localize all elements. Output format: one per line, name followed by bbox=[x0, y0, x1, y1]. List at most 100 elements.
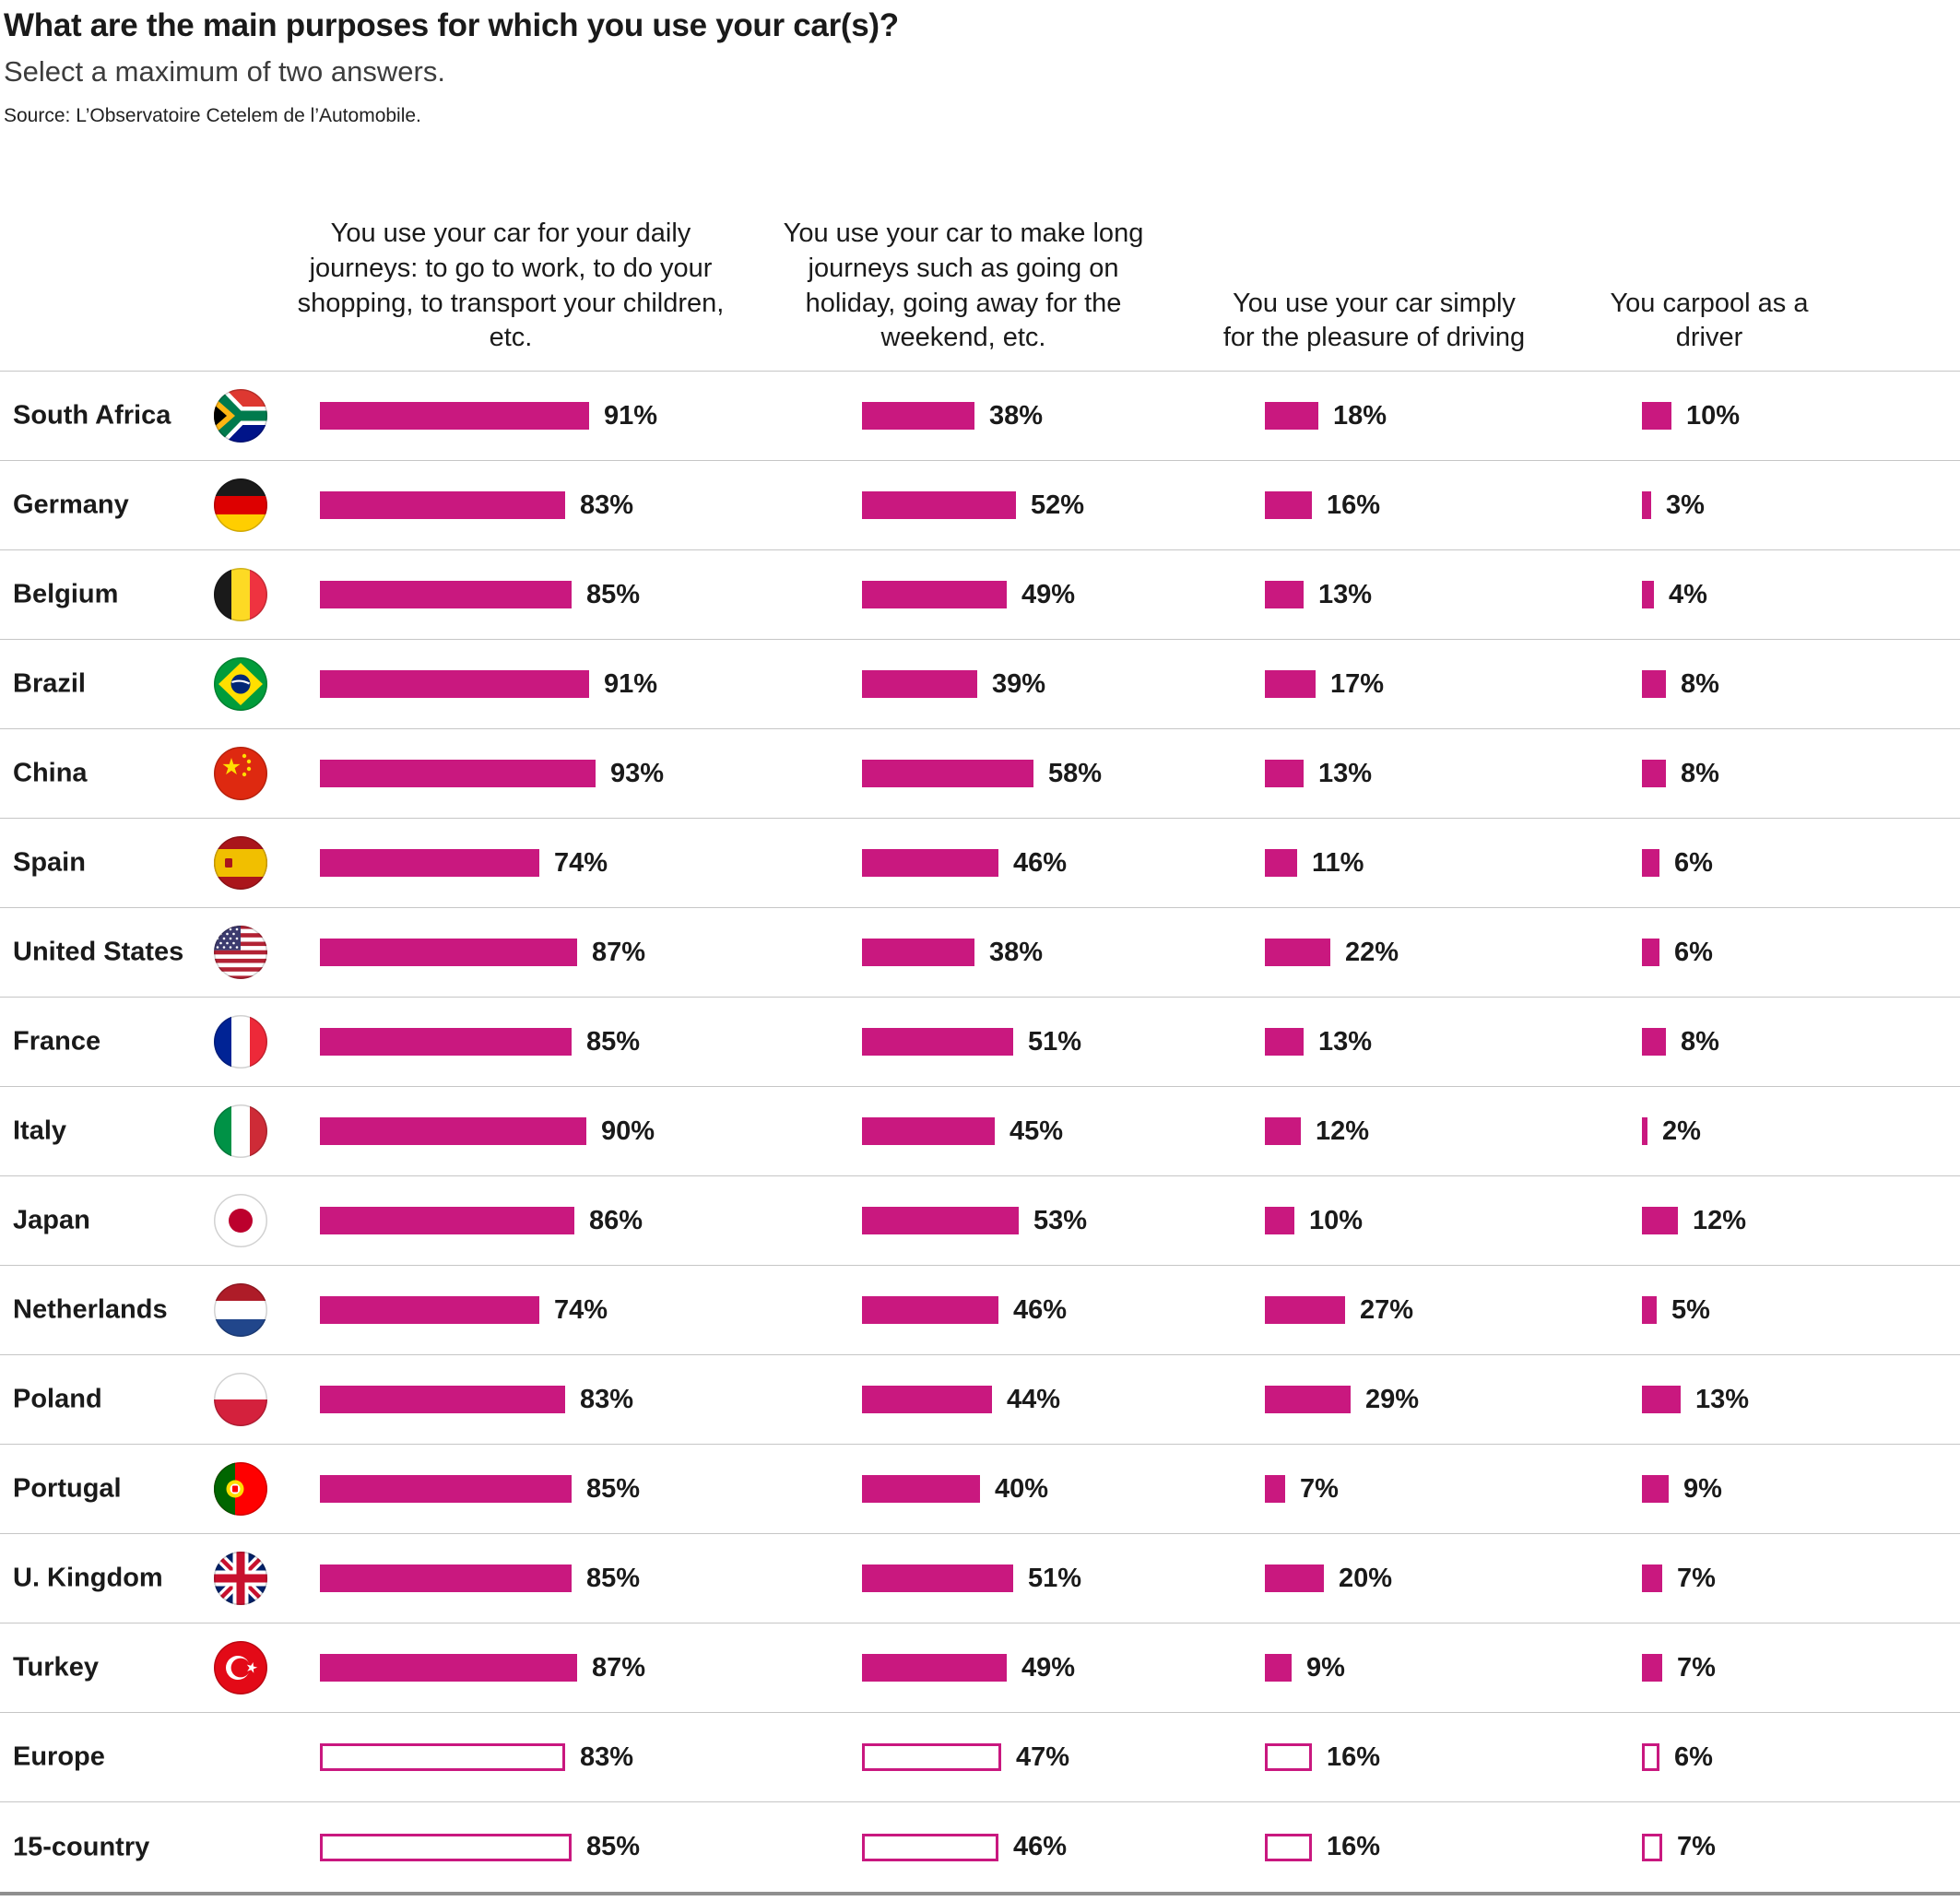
bar-carpool bbox=[1642, 1654, 1662, 1682]
column-header-pleasure-driving: You use your car simply for the pleasure… bbox=[1222, 288, 1526, 353]
bar-value: 18% bbox=[1333, 400, 1387, 431]
bar-value: 93% bbox=[610, 758, 665, 788]
bar-value: 20% bbox=[1339, 1563, 1393, 1593]
bar-daily-journeys bbox=[320, 1833, 572, 1861]
bar-value: 46% bbox=[1013, 847, 1068, 878]
bar-value: 45% bbox=[1010, 1116, 1064, 1146]
bar-long-journeys bbox=[862, 849, 998, 877]
bar-cell: 51% bbox=[862, 998, 1081, 1086]
table-row: South Africa 91% 38% 18% 10% bbox=[0, 372, 1960, 461]
china-flag-icon bbox=[213, 746, 268, 801]
bar-pleasure-driving bbox=[1265, 849, 1297, 877]
bar-daily-journeys bbox=[320, 1207, 574, 1234]
bar-daily-journeys bbox=[320, 670, 589, 698]
bar-cell: 91% bbox=[320, 640, 657, 728]
bar-carpool bbox=[1642, 1386, 1681, 1413]
bar-carpool bbox=[1642, 939, 1659, 966]
country-label: Poland bbox=[13, 1384, 102, 1414]
italy-flag-icon bbox=[213, 1104, 268, 1159]
page-subtitle: Select a maximum of two answers. bbox=[4, 55, 445, 88]
bar-value: 8% bbox=[1681, 1026, 1719, 1057]
bar-daily-journeys bbox=[320, 1475, 572, 1503]
bar-value: 22% bbox=[1345, 937, 1399, 967]
bar-long-journeys bbox=[862, 1475, 980, 1503]
bar-value: 49% bbox=[1021, 1652, 1076, 1683]
japan-flag-icon bbox=[213, 1193, 268, 1248]
bar-value: 13% bbox=[1318, 579, 1373, 609]
table-row: Turkey 87% 49% 9% 7% bbox=[0, 1624, 1960, 1713]
country-label: Italy bbox=[13, 1116, 67, 1146]
bar-cell: 2% bbox=[1642, 1087, 1701, 1175]
bar-cell: 83% bbox=[320, 1713, 633, 1801]
bar-daily-journeys bbox=[320, 1654, 577, 1682]
bar-pleasure-driving bbox=[1265, 1654, 1292, 1682]
bar-cell: 83% bbox=[320, 1355, 633, 1444]
bar-pleasure-driving bbox=[1265, 1207, 1294, 1234]
bar-pleasure-driving bbox=[1265, 1743, 1312, 1771]
bar-cell: 87% bbox=[320, 1624, 645, 1712]
table-row: United States 87% 38% 22% 6% bbox=[0, 908, 1960, 998]
bar-long-journeys bbox=[862, 670, 977, 698]
bar-cell: 4% bbox=[1642, 550, 1707, 639]
bar-long-journeys bbox=[862, 1028, 1013, 1056]
country-label: Europe bbox=[13, 1742, 105, 1772]
bar-value: 51% bbox=[1028, 1026, 1082, 1057]
bar-value: 10% bbox=[1686, 400, 1741, 431]
bar-cell: 85% bbox=[320, 550, 640, 639]
bar-cell: 13% bbox=[1265, 729, 1372, 818]
table-row: France 85% 51% 13% 8% bbox=[0, 998, 1960, 1087]
bar-carpool bbox=[1642, 491, 1651, 519]
bar-long-journeys bbox=[862, 1654, 1007, 1682]
table-row: Poland 83% 44% 29% 13% bbox=[0, 1355, 1960, 1445]
bar-cell: 16% bbox=[1265, 1713, 1380, 1801]
bar-cell: 9% bbox=[1642, 1445, 1722, 1533]
germany-flag-icon bbox=[213, 478, 268, 533]
bar-cell: 7% bbox=[1265, 1445, 1339, 1533]
bar-value: 87% bbox=[592, 937, 646, 967]
bar-cell: 5% bbox=[1642, 1266, 1710, 1354]
bar-carpool bbox=[1642, 849, 1659, 877]
country-label: United States bbox=[13, 937, 184, 967]
bar-cell: 90% bbox=[320, 1087, 655, 1175]
bar-value: 13% bbox=[1695, 1384, 1750, 1414]
portugal-flag-icon bbox=[213, 1461, 268, 1517]
bar-value: 9% bbox=[1306, 1652, 1345, 1683]
bar-daily-journeys bbox=[320, 1296, 539, 1324]
country-label: South Africa bbox=[13, 400, 171, 431]
table-row: Italy 90% 45% 12% 2% bbox=[0, 1087, 1960, 1176]
bar-cell: 74% bbox=[320, 819, 608, 907]
bar-carpool bbox=[1642, 581, 1654, 608]
bar-long-journeys bbox=[862, 1833, 998, 1861]
source-note: Source: L’Observatoire Cetelem de l’Auto… bbox=[4, 105, 421, 126]
country-label: Netherlands bbox=[13, 1294, 168, 1325]
bar-cell: 91% bbox=[320, 372, 657, 460]
bar-carpool bbox=[1642, 1743, 1659, 1771]
bar-value: 17% bbox=[1330, 668, 1385, 699]
bar-cell: 85% bbox=[320, 1445, 640, 1533]
bar-cell: 53% bbox=[862, 1176, 1087, 1265]
bar-daily-journeys bbox=[320, 1743, 565, 1771]
bar-cell: 16% bbox=[1265, 1802, 1380, 1892]
bar-pleasure-driving bbox=[1265, 581, 1304, 608]
bar-cell: 3% bbox=[1642, 461, 1705, 549]
chart-header: What are the main purposes for which you… bbox=[0, 0, 1960, 371]
turkey-flag-icon bbox=[213, 1640, 268, 1695]
table-row: Germany 83% 52% 16% 3% bbox=[0, 461, 1960, 550]
table-row: China 93% 58% 13% 8% bbox=[0, 729, 1960, 819]
bar-value: 51% bbox=[1028, 1563, 1082, 1593]
bar-pleasure-driving bbox=[1265, 1475, 1285, 1503]
bar-carpool bbox=[1642, 1296, 1657, 1324]
bar-pleasure-driving bbox=[1265, 1833, 1312, 1861]
table-row: Europe 83% 47% 16% 6% bbox=[0, 1713, 1960, 1802]
bar-cell: 6% bbox=[1642, 908, 1713, 997]
bar-cell: 7% bbox=[1642, 1624, 1716, 1712]
bar-value: 46% bbox=[1013, 1294, 1068, 1325]
bar-cell: 9% bbox=[1265, 1624, 1345, 1712]
bar-value: 38% bbox=[989, 937, 1044, 967]
bar-value: 9% bbox=[1683, 1473, 1722, 1504]
bar-cell: 58% bbox=[862, 729, 1102, 818]
bar-value: 6% bbox=[1674, 1742, 1713, 1772]
bar-value: 10% bbox=[1309, 1205, 1364, 1235]
country-label: Portugal bbox=[13, 1473, 122, 1504]
